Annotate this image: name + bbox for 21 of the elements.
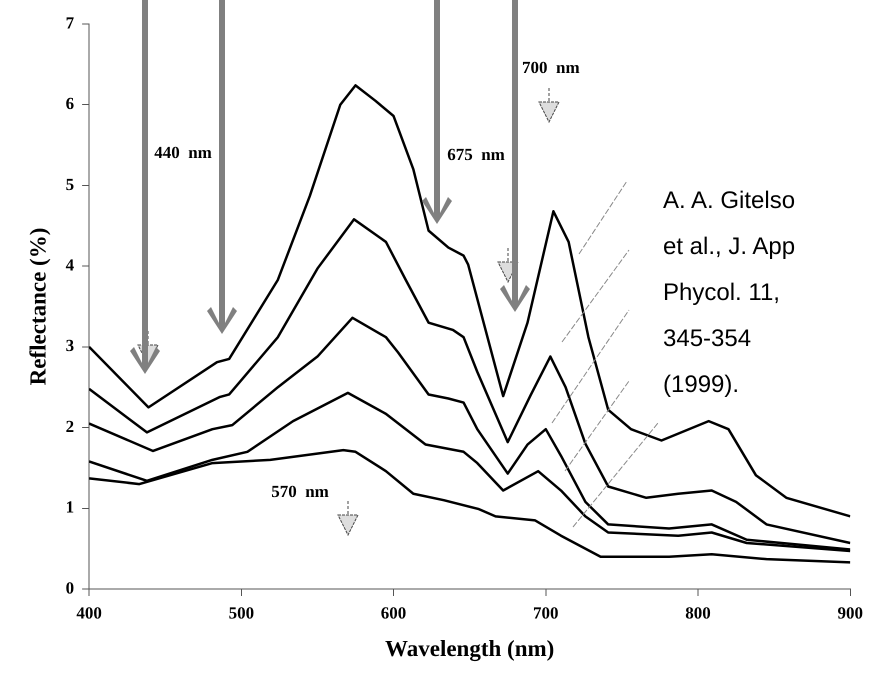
y-tick-label: 1 (66, 498, 74, 517)
annotation: A. A. Gitelso et al., J. App Phycol. 11, 345-354 (1999). (663, 186, 796, 400)
x-tick-label: 500 (228, 604, 254, 623)
y-tick-label: 3 (66, 336, 74, 356)
x-axis-title: Wavelength (nm) (385, 636, 554, 662)
annotation: 440 nm (153, 142, 213, 164)
x-tick-label: 400 (76, 604, 102, 623)
y-tick-label: 6 (66, 94, 74, 114)
y-axis-title: Reflectance (%) (26, 228, 51, 386)
annotation: 675 nm (446, 144, 506, 166)
y-tick-label: 5 (66, 174, 74, 194)
y-tick-label: 7 (66, 13, 75, 32)
x-tick-label: 700 (533, 604, 559, 623)
x-tick-label: 600 (380, 604, 406, 623)
y-tick-label: 0 (66, 578, 74, 598)
x-tick-label: 900 (838, 604, 863, 623)
annotation: 700 nm (522, 57, 581, 79)
y-tick-label: 4 (66, 256, 75, 275)
x-tick-label: 800 (685, 604, 711, 623)
y-tick-label: 2 (66, 416, 74, 436)
annotation: 570 nm (270, 481, 330, 503)
